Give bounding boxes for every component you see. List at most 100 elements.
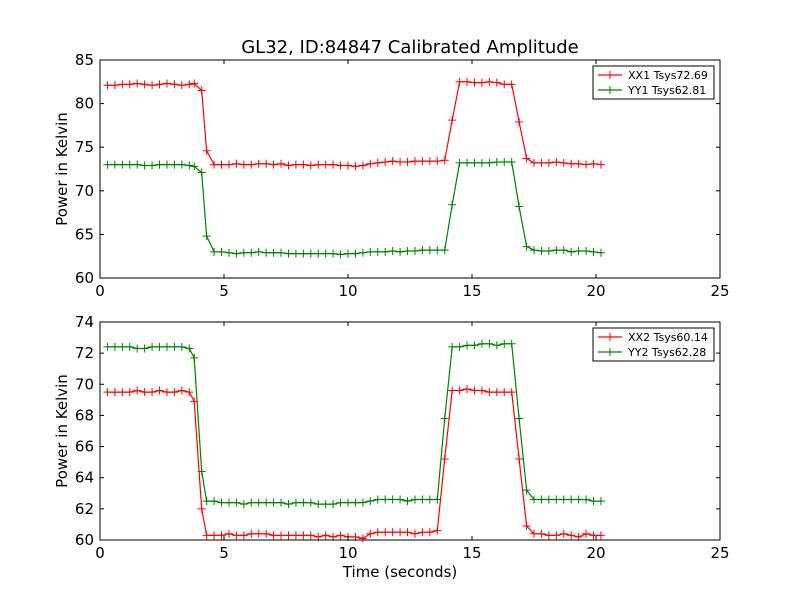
top-plot-series-1-point [470, 158, 479, 167]
top-plot-series-0-point [202, 146, 211, 155]
top-plot-series-1-point [559, 246, 568, 255]
top-plot-series-0-point [344, 161, 352, 170]
top-plot-series-0-point [210, 160, 219, 169]
bottom-plot-frame [99, 321, 721, 541]
top-plot-series-1-point [314, 249, 323, 258]
bottom-plot-series-0-point [440, 455, 449, 464]
bottom-plot-series-1-point [148, 342, 157, 351]
bottom-plot-x-tick-label: 10 [338, 544, 357, 562]
bottom-plot-series-1-point [125, 342, 134, 351]
bottom-plot-series-1-point [344, 498, 352, 507]
top-plot-series-0-point [321, 160, 330, 169]
bottom-plot-series-1-point [306, 498, 315, 507]
top-plot-series-0-point [440, 156, 449, 165]
top-plot-series-0-point [582, 160, 591, 169]
top-plot-series-1-point [381, 247, 390, 256]
bottom-plot-series-1-point [103, 342, 112, 351]
bottom-plot-series-0-point [515, 455, 524, 464]
bottom-plot-series-0-point [455, 386, 464, 395]
bottom-plot-series-0-point [410, 529, 419, 538]
top-plot-series-1-point [110, 160, 119, 169]
bottom-plot-series-0-point [239, 531, 248, 540]
top-plot-series-0-point [470, 78, 479, 87]
top-plot-series-0-point [269, 160, 278, 169]
bottom-plot-series-0-point [500, 388, 509, 397]
bottom-plot-series-1-point [574, 495, 583, 504]
bottom-plot-y-tick-label: 72 [75, 344, 94, 362]
bottom-plot-series-0-point [507, 388, 516, 397]
bottom-plot-series-1-point [232, 498, 241, 507]
bottom-plot-series-1-point [291, 498, 300, 507]
top-plot-series-1-point [170, 160, 179, 169]
bottom-plot: 0 5 10 15 20 25 60 62 64 66 68 70 72 74 Power in Kelv… [53, 313, 730, 581]
top-plot-series-1-point [515, 202, 524, 211]
bottom-plot-series-0-point [202, 531, 211, 540]
bottom-plot-legend-marker [606, 348, 614, 356]
top-plot-series-0-point [190, 79, 199, 88]
top-plot-series-1-point [232, 249, 241, 258]
bottom-plot-series-1-point [185, 344, 194, 353]
bottom-plot-series-0-point [217, 531, 226, 540]
top-plot-series-0-point [448, 116, 457, 125]
top-plot-series-0-point [177, 81, 186, 90]
top-plot-series-0-point [396, 158, 405, 167]
bottom-plot-series-1-point [321, 500, 330, 509]
bottom-plot-series-0-point [232, 531, 241, 540]
top-plot-series-0-point [185, 80, 194, 89]
top-plot-series-0-point [418, 157, 427, 166]
top-plot-series-0-point [567, 159, 576, 168]
top-plot-series-1-point [103, 160, 112, 169]
bottom-plot-series-1-point [559, 495, 568, 504]
bottom-plot-series-1-point [284, 500, 293, 509]
bottom-plot-series-0-point [418, 528, 427, 537]
top-plot-series-0-point [224, 160, 233, 169]
bottom-plot-series-0-point [433, 526, 442, 535]
bottom-plot-series-1-point [155, 342, 164, 351]
top-plot-series-0-point [358, 161, 367, 170]
top-plot-series-1-point [500, 158, 509, 167]
top-plot-series-1-point [388, 246, 397, 255]
top-plot-series-1-point [448, 200, 457, 209]
bottom-plot-series-0-point [336, 531, 345, 540]
top-plot-series-0-point [485, 77, 494, 86]
bottom-plot-series-1-point [299, 498, 308, 507]
bottom-plot-series-1-point [202, 497, 211, 506]
bottom-plot-series-1-point [239, 500, 248, 509]
top-plot-series-0-point [254, 159, 263, 168]
bottom-plot-series-0-point [522, 521, 531, 530]
bottom-plot-series-1-point [269, 498, 278, 507]
top-plot-series-0-point [336, 161, 345, 170]
top-plot-series-1-point [247, 248, 256, 257]
bottom-plot-series-1-point [500, 339, 509, 348]
top-plot-series-1-point [140, 161, 149, 170]
top-plot-series-0-point [291, 160, 300, 169]
top-plot-series-0-point [455, 77, 464, 86]
top-plot-series-0-point [329, 160, 338, 169]
top-plot-series-1-point [567, 247, 576, 256]
bottom-plot-x-tick-label: 5 [219, 544, 229, 562]
bottom-plot-x-tick-label: 0 [95, 544, 105, 562]
top-plot-series-1-point [492, 158, 501, 167]
bottom-plot-y-tick-label: 66 [75, 438, 94, 456]
bottom-plot-series-1-point [477, 339, 486, 348]
top-plot-series-1-point [125, 160, 134, 169]
top-plot-x-tick-label: 10 [338, 282, 357, 300]
top-plot-series-0-point [500, 80, 509, 89]
bottom-plot-series-1-point [425, 495, 434, 504]
bottom-plot-series-0-point [140, 388, 149, 397]
bottom-plot-series-0-point [291, 531, 300, 540]
top-plot-series-0-point [388, 157, 397, 166]
top-plot-series-0-point [262, 159, 271, 168]
bottom-plot-series-0-point [485, 388, 494, 397]
bottom-plot-series-1-point [110, 342, 119, 351]
top-plot-series-0-point [410, 157, 419, 166]
bottom-plot-series-1-point [403, 497, 412, 506]
bottom-plot-series-0-point [277, 531, 286, 540]
bottom-plot-series-1-point [247, 498, 256, 507]
bottom-plot-series-1-point [170, 342, 179, 351]
top-plot-series-1-point [185, 161, 194, 170]
top-plot-y-tick-label: 80 [75, 95, 94, 113]
bottom-plot-series-1-point [133, 344, 142, 353]
top-plot-series-0-point [170, 80, 179, 89]
top-plot-series-0-point [148, 81, 157, 90]
